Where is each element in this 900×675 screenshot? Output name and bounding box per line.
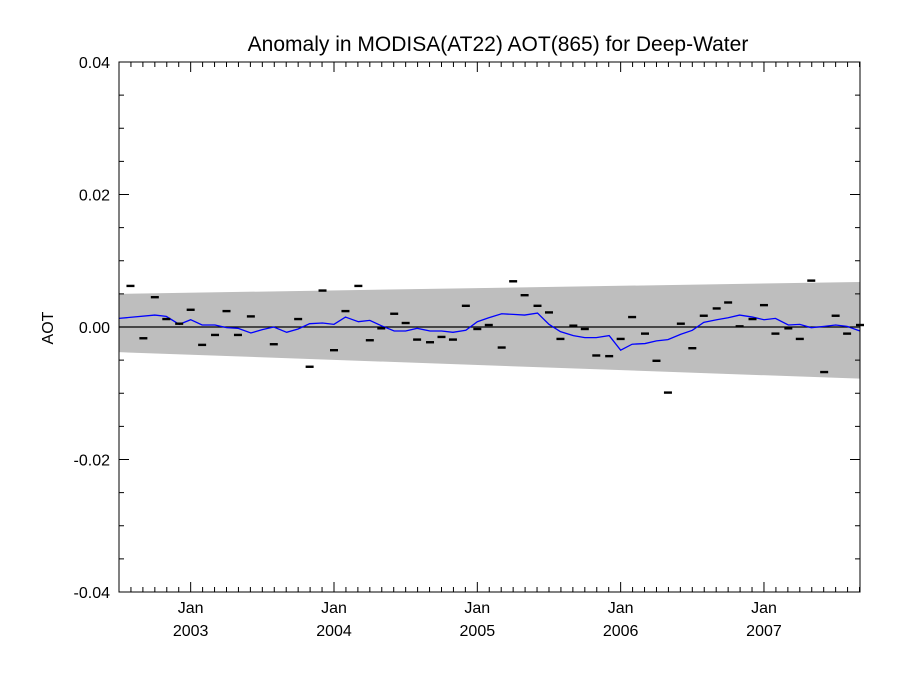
x-tick-label-year: 2003 (173, 623, 209, 640)
x-tick-label-year: 2007 (746, 623, 782, 640)
chart-title: Anomaly in MODISA(AT22) AOT(865) for Dee… (248, 33, 749, 56)
x-tick-label-year: 2006 (603, 623, 639, 640)
y-tick-label: 0.02 (79, 188, 110, 205)
y-tick-label: 0.00 (79, 320, 110, 337)
plot-area: -0.04 -0.02 0.00 0.02 0.04 Jan 2003 Jan 2004 Jan 2… (74, 55, 864, 640)
x-tick-label-year: 2005 (460, 623, 496, 640)
y-tick-label: -0.04 (74, 585, 111, 602)
x-tick-label-month: Jan (321, 600, 347, 617)
y-axis-label: AOT (40, 311, 57, 344)
x-tick-label-month: Jan (464, 600, 490, 617)
x-tick-label-month: Jan (751, 600, 777, 617)
y-tick-label: 0.04 (79, 55, 110, 72)
x-tick-label-month: Jan (608, 600, 634, 617)
running-mean-line (118, 312, 861, 352)
uncertainty-envelope (119, 281, 860, 379)
y-tick-label: -0.02 (74, 453, 111, 470)
x-tick-label-month: Jan (178, 600, 204, 617)
x-tick-label-year: 2004 (316, 623, 352, 640)
